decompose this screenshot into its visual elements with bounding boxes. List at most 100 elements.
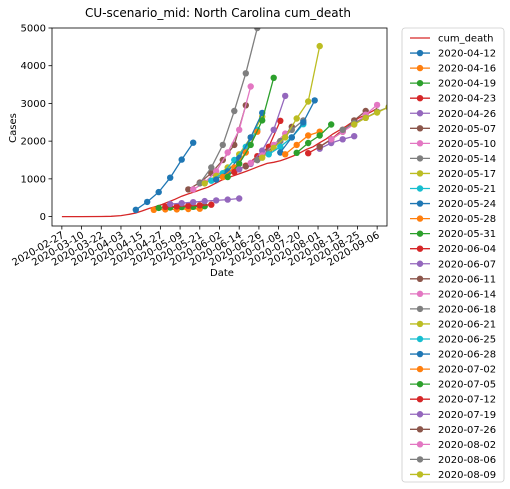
data-point: [362, 114, 369, 122]
legend-marker: [416, 230, 424, 237]
forecast-series-2020-05-14: [196, 28, 261, 187]
data-point: [282, 92, 289, 100]
data-point: [351, 121, 358, 128]
forecast-series-2020-04-26: [167, 195, 243, 208]
data-point: [178, 156, 185, 163]
y-tick-label: 5000: [21, 24, 46, 35]
data-point: [385, 104, 387, 110]
data-point: [196, 180, 203, 187]
data-point: [259, 154, 266, 161]
legend-entry: 2020-07-05: [410, 380, 496, 391]
legend-label: 2020-06-04: [438, 244, 496, 255]
data-point: [311, 97, 318, 104]
legend-label: 2020-04-16: [438, 64, 496, 75]
data-point: [293, 141, 300, 149]
legend-label: 2020-06-11: [438, 274, 496, 285]
legend-entry: 2020-04-23: [410, 94, 496, 105]
data-point: [254, 156, 261, 164]
legend-label: 2020-05-31: [438, 229, 496, 240]
legend-label: cum_death: [438, 34, 493, 45]
data-point: [328, 121, 335, 128]
legend-entry: 2020-06-11: [410, 274, 496, 285]
data-point: [224, 173, 231, 181]
forecast-series-2020-04-12: [132, 139, 197, 213]
legend-entry: 2020-06-14: [410, 289, 496, 300]
legend-entry: 2020-07-26: [410, 425, 496, 436]
data-point: [254, 28, 261, 32]
legend-label: 2020-06-28: [438, 350, 496, 361]
data-point: [236, 195, 243, 202]
legend-marker: [416, 125, 424, 132]
data-point: [305, 150, 312, 157]
data-point: [190, 199, 197, 206]
data-point: [339, 136, 346, 143]
legend-entry: 2020-04-12: [410, 49, 496, 60]
legend-marker: [416, 140, 424, 147]
data-point: [150, 206, 157, 213]
data-point: [259, 147, 266, 154]
data-point: [247, 83, 254, 90]
legend-marker: [416, 471, 424, 478]
data-point: [247, 134, 254, 141]
forecast-series-2020-07-02: [282, 128, 323, 158]
legend-marker: [416, 275, 424, 282]
legend-marker: [416, 64, 424, 72]
y-tick-label: 2000: [21, 137, 46, 148]
data-point: [277, 149, 284, 156]
data-point: [259, 117, 266, 124]
legend-entry: 2020-07-19: [410, 410, 496, 421]
legend-entry: 2020-07-12: [410, 395, 496, 406]
legend-entry: 2020-08-06: [410, 455, 496, 466]
data-point: [231, 107, 238, 115]
data-point: [196, 202, 203, 209]
legend-marker: [416, 411, 424, 418]
forecast-line: [296, 124, 332, 154]
forecast-line: [279, 100, 316, 153]
data-point: [270, 126, 277, 133]
legend-label: 2020-04-19: [438, 79, 496, 90]
legend-marker: [416, 260, 424, 267]
legend-label: 2020-08-09: [438, 470, 496, 481]
data-point: [201, 197, 208, 205]
data-point: [190, 139, 197, 146]
legend-marker: [416, 441, 424, 448]
legend-entry: 2020-06-07: [410, 259, 496, 270]
legend-entry: 2020-05-21: [410, 184, 496, 195]
data-point: [300, 119, 307, 126]
legend-marker: [416, 155, 424, 162]
legend-label: 2020-08-06: [438, 455, 496, 466]
data-point: [288, 134, 295, 141]
forecast-line: [199, 28, 258, 184]
data-point: [282, 151, 289, 158]
legend-label: 2020-05-24: [438, 199, 496, 210]
legend-marker: [416, 110, 424, 117]
legend-entry: 2020-08-09: [410, 470, 496, 481]
forecast-series-2020-05-31: [224, 74, 277, 181]
legend-marker: [416, 320, 424, 328]
data-point: [339, 126, 346, 133]
legend-label: 2020-05-17: [438, 169, 496, 180]
legend-entry: 2020-08-02: [410, 440, 496, 451]
data-point: [219, 173, 226, 181]
plot-frame: [51, 27, 388, 227]
data-point: [185, 202, 192, 209]
data-point: [247, 141, 254, 149]
data-point: [351, 133, 358, 140]
data-point: [144, 198, 151, 206]
legend-marker: [416, 79, 424, 87]
legend-label: 2020-05-07: [438, 124, 496, 135]
legend-entry: 2020-06-21: [410, 319, 496, 330]
observed-line: [61, 107, 378, 218]
legend-marker: [416, 335, 424, 343]
legend-label: 2020-07-02: [438, 365, 496, 376]
data-point: [373, 101, 381, 109]
data-point: [155, 188, 162, 196]
forecast-series-2020-08-09: [351, 104, 387, 128]
legend-entry: 2020-06-04: [410, 244, 496, 255]
legend-entry: 2020-06-18: [410, 304, 496, 315]
data-point: [293, 149, 300, 156]
legend-marker: [416, 305, 424, 313]
data-point: [293, 115, 300, 122]
data-point: [236, 166, 243, 173]
